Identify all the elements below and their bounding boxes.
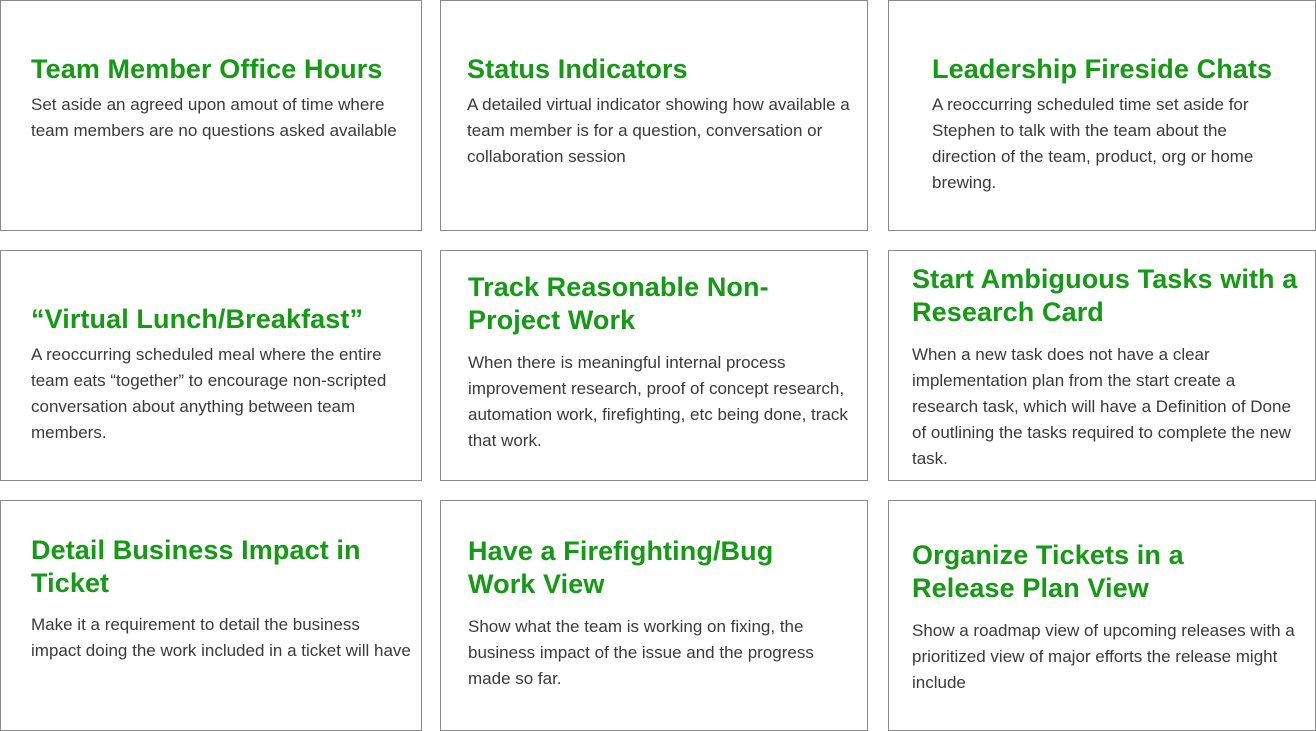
card-team-member-office-hours: Team Member Office Hours Set aside an ag…	[0, 0, 422, 231]
card-leadership-fireside-chats: Leadership Fireside Chats A reoccurring …	[888, 0, 1316, 231]
card-description: When a new task does not have a clear im…	[912, 345, 1291, 468]
card-title: Detail Business Impact in Ticket	[31, 535, 361, 598]
card-business-impact: Detail Business Impact in Ticket Make it…	[0, 500, 422, 731]
card-description: A reoccurring scheduled meal where the e…	[31, 345, 387, 442]
card-virtual-lunch-breakfast: “Virtual Lunch/Breakfast” A reoccurring …	[0, 250, 422, 481]
card-description: Show what the team is working on fixing,…	[468, 617, 814, 688]
card-title: Organize Tickets in a Release Plan View	[912, 540, 1184, 603]
card-title: Have a Firefighting/Bug Work View	[468, 536, 774, 599]
card-title: Status Indicators	[467, 54, 688, 84]
card-description: A reoccurring scheduled time set aside f…	[932, 95, 1254, 192]
card-description: Set aside an agreed upon amout of time w…	[31, 95, 397, 140]
card-title: “Virtual Lunch/Breakfast”	[31, 304, 364, 334]
card-firefighting-bug-view: Have a Firefighting/Bug Work View Show w…	[440, 500, 868, 731]
card-research-card: Start Ambiguous Tasks with a Research Ca…	[888, 250, 1316, 481]
card-title: Start Ambiguous Tasks with a Research Ca…	[912, 264, 1298, 327]
card-description: Make it a requirement to detail the busi…	[31, 615, 411, 660]
card-title: Team Member Office Hours	[31, 54, 383, 84]
card-track-non-project-work: Track Reasonable Non-Project Work When t…	[440, 250, 868, 481]
card-title: Track Reasonable Non-Project Work	[468, 272, 769, 335]
card-release-plan-view: Organize Tickets in a Release Plan View …	[888, 500, 1316, 731]
card-description: A detailed virtual indicator showing how…	[467, 95, 850, 166]
card-description: When there is meaningful internal proces…	[468, 353, 848, 450]
card-title: Leadership Fireside Chats	[932, 54, 1273, 84]
card-status-indicators: Status Indicators A detailed virtual ind…	[440, 0, 868, 231]
card-description: Show a roadmap view of upcoming releases…	[912, 621, 1295, 692]
